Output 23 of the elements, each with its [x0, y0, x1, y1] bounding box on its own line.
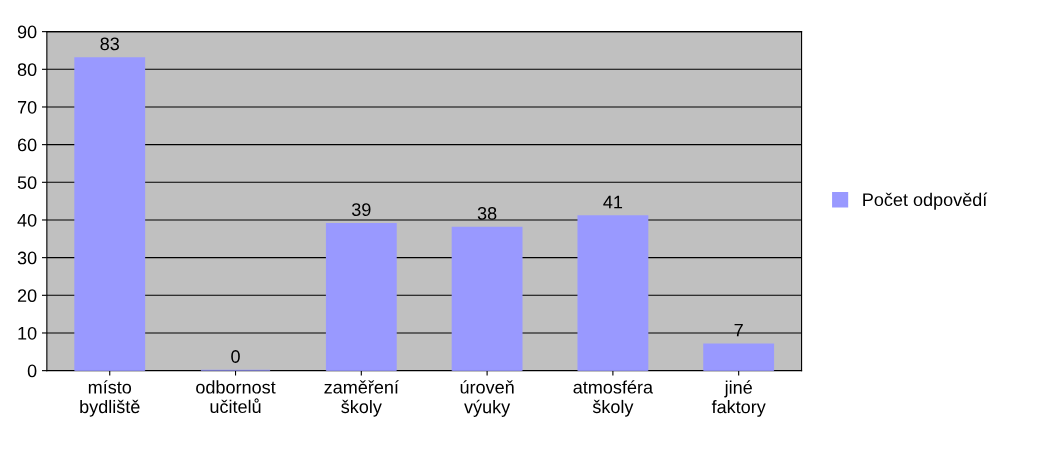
x-tick-label: úroveň výuky [460, 380, 514, 417]
y-tick-label: 20 [17, 289, 37, 303]
x-tick-label: atmosféra školy [573, 380, 654, 417]
y-tick-label: 50 [17, 176, 37, 190]
data-label: 39 [351, 203, 371, 216]
y-tick-label: 10 [18, 326, 37, 340]
data-label: 0 [231, 350, 240, 363]
y-tick-label: 60 [17, 138, 37, 152]
data-label: 41 [603, 195, 623, 209]
data-label: 7 [734, 323, 743, 337]
y-tick-label: 70 [17, 100, 37, 114]
y-tick-label: 40 [17, 213, 37, 227]
legend-label: Počet odpovědí [863, 192, 988, 210]
x-tick-label: místo bydliště [80, 380, 140, 417]
y-tick-label: 30 [17, 251, 37, 265]
x-tick-label: zaměření školy [324, 380, 399, 417]
y-tick-label: 80 [17, 63, 37, 77]
y-tick-label: 90 [17, 25, 37, 39]
data-label: 83 [100, 37, 119, 51]
y-tick-label: 0 [27, 364, 37, 378]
data-label: 38 [477, 206, 497, 220]
x-tick-label: jiné faktory [711, 380, 766, 417]
x-tick-label: odbornost učitelů [196, 380, 276, 414]
